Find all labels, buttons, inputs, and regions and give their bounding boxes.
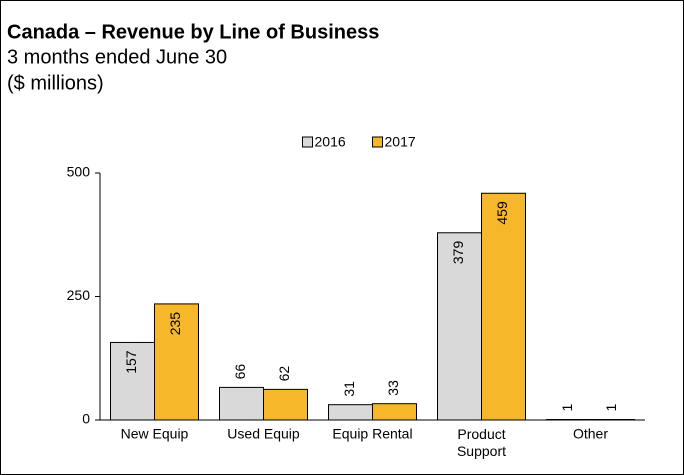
bar xyxy=(154,303,199,421)
data-label: 66 xyxy=(232,364,248,380)
data-label: 33 xyxy=(385,380,401,396)
chart-subtitle: ($ millions) xyxy=(7,72,104,94)
legend-swatch xyxy=(372,136,383,148)
x-tick-label: New Equip xyxy=(121,426,189,442)
x-tick-label: Other xyxy=(573,426,608,442)
x-tick-label: Equip Rental xyxy=(332,426,412,442)
data-label: 235 xyxy=(167,312,183,336)
bar xyxy=(481,192,526,421)
x-tick-label: Used Equip xyxy=(227,426,300,442)
data-label: 1 xyxy=(603,404,619,412)
data-label: 1 xyxy=(559,404,575,412)
bar xyxy=(110,341,155,421)
data-label: 31 xyxy=(341,381,357,397)
data-label: 379 xyxy=(450,241,466,265)
bar xyxy=(437,232,482,421)
data-label: 459 xyxy=(494,201,510,225)
data-label: 62 xyxy=(276,366,292,382)
bar xyxy=(372,403,417,421)
y-tick-label: 250 xyxy=(67,287,91,303)
chart-subtitle: 3 months ended June 30 xyxy=(7,46,227,68)
x-tick-label: Product Support xyxy=(457,426,506,459)
bar xyxy=(263,388,308,421)
legend-label: 2017 xyxy=(385,134,416,150)
bar xyxy=(219,386,264,421)
data-label: 157 xyxy=(123,350,139,374)
y-tick-label: 500 xyxy=(67,164,91,180)
chart-title: Canada – Revenue by Line of Business xyxy=(7,21,379,43)
legend-swatch xyxy=(302,136,313,148)
legend-label: 2016 xyxy=(315,134,346,150)
y-tick-label: 0 xyxy=(82,411,90,427)
bar xyxy=(328,404,373,421)
